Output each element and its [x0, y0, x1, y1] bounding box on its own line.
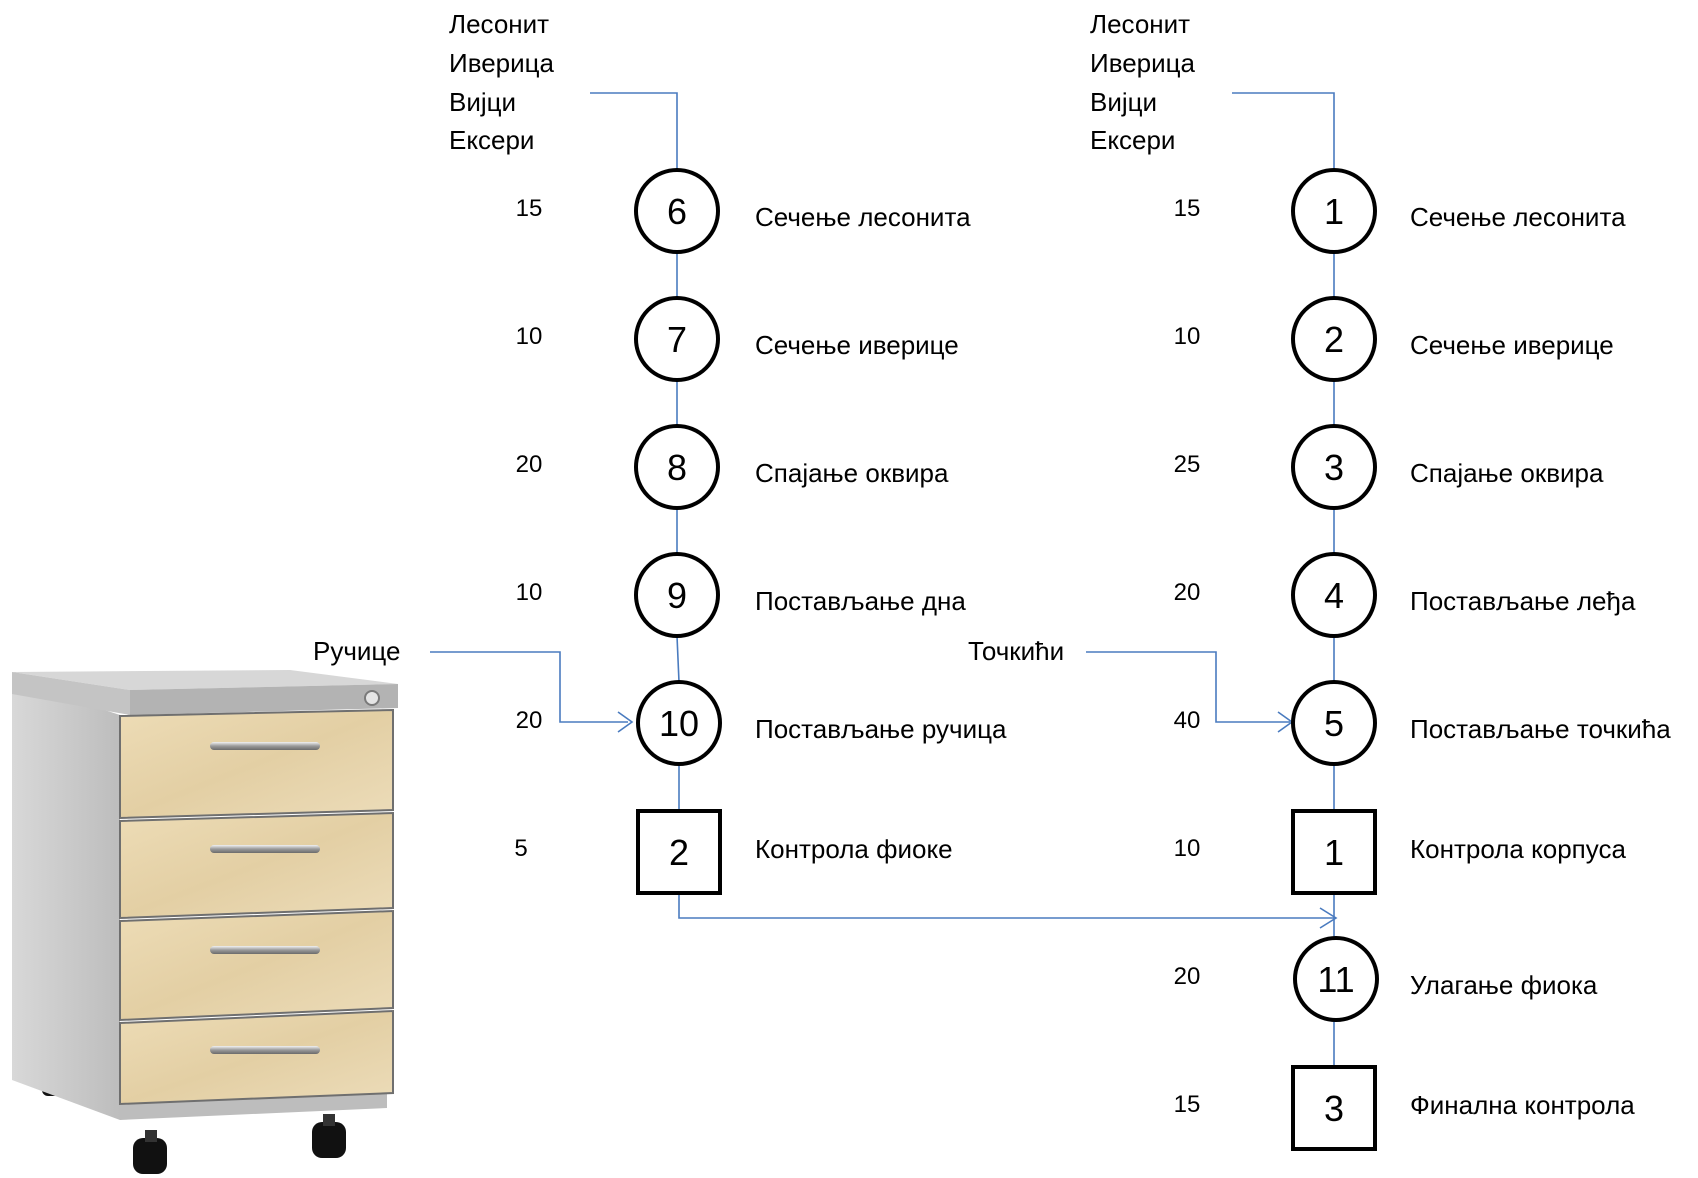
step-time: 40 — [1174, 707, 1201, 734]
flow-connector — [676, 635, 680, 683]
step-time: 20 — [1174, 963, 1201, 990]
step-number: 4 — [1324, 575, 1344, 616]
merge-connector — [678, 892, 1334, 919]
inspection-step: 1 10 Контрола корпуса — [1174, 809, 1626, 895]
step-time: 25 — [1174, 451, 1201, 478]
process-step: 1 15 Сечење лесонита — [1174, 168, 1626, 254]
step-time: 20 — [516, 451, 543, 478]
wheel-icon — [312, 1114, 346, 1158]
input-material: Иверица — [1090, 48, 1196, 78]
step-number: 5 — [1324, 703, 1344, 744]
input-material: Ексери — [1090, 125, 1175, 155]
cabinet-drawer — [119, 811, 394, 920]
lock-icon — [364, 690, 380, 706]
step-time: 20 — [1174, 579, 1201, 606]
input-connector — [590, 92, 678, 170]
step-number: 3 — [1324, 1088, 1344, 1129]
step-label: Спајање оквира — [755, 458, 949, 488]
step-number: 7 — [667, 319, 687, 360]
process-step: 5 40 Постављање точкића — [1174, 680, 1671, 766]
step-label: Спајање оквира — [1410, 458, 1604, 488]
step-number: 2 — [669, 832, 689, 873]
step-label: Сечење лесонита — [1410, 202, 1626, 232]
right-input-materials: Лесонит Иверица Вијци Ексери — [1090, 9, 1196, 155]
input-material: Лесонит — [449, 9, 549, 39]
step-time: 10 — [1174, 835, 1201, 862]
inspection-step: 2 5 Контрола фиоке — [514, 809, 953, 895]
input-material: Вијци — [449, 87, 516, 117]
process-step: 6 15 Сечење лесонита — [516, 168, 971, 254]
step-number: 8 — [667, 447, 687, 488]
step-label: Постављање леђа — [1410, 586, 1636, 616]
cabinet-drawer — [119, 708, 394, 820]
process-step: 3 25 Спајање оквира — [1174, 424, 1604, 510]
step-label: Постављање точкића — [1410, 714, 1671, 744]
step-number: 11 — [1317, 959, 1354, 1000]
side-input-label: Ручице — [313, 636, 400, 666]
step-time: 10 — [1174, 323, 1201, 350]
step-label: Финална контрола — [1410, 1090, 1635, 1120]
step-number: 9 — [667, 575, 687, 616]
process-step: 2 10 Сечење иверице — [1174, 296, 1614, 382]
step-number: 1 — [1324, 832, 1344, 873]
side-input-connector — [430, 651, 628, 723]
process-step: 9 10 Постављање дна — [516, 552, 966, 638]
left-input-materials: Лесонит Иверица Вијци Ексери — [449, 9, 555, 155]
step-time: 15 — [1174, 195, 1201, 222]
step-time: 5 — [514, 835, 527, 862]
cabinet-drawer — [119, 909, 394, 1022]
step-time: 20 — [516, 707, 543, 734]
process-step: 7 10 Сечење иверице — [516, 296, 959, 382]
step-number: 10 — [659, 703, 699, 744]
cabinet-drawer — [119, 1009, 394, 1106]
step-number: 2 — [1324, 319, 1344, 360]
inspection-step: 3 15 Финална контрола — [1174, 1065, 1635, 1151]
step-label: Постављање дна — [755, 586, 966, 616]
arrow-head — [617, 711, 634, 733]
step-label: Контрола фиоке — [755, 834, 953, 864]
wheel-icon — [133, 1130, 167, 1174]
process-step: 11 20 Улагање фиока — [1174, 936, 1598, 1022]
left-process-chain: Лесонит Иверица Вијци Ексери Ручице 6 15… — [313, 9, 1338, 929]
right-process-chain: Лесонит Иверица Вијци Ексери Точкићи 1 1… — [968, 9, 1671, 1151]
step-number: 6 — [667, 191, 687, 232]
step-label: Постављање ручица — [755, 714, 1007, 744]
step-number: 1 — [1324, 191, 1344, 232]
step-label: Сечење лесонита — [755, 202, 971, 232]
arrow-head — [1319, 907, 1338, 929]
input-material: Вијци — [1090, 87, 1157, 117]
step-time: 15 — [516, 195, 543, 222]
step-label: Сечење иверице — [1410, 330, 1614, 360]
side-input-label: Точкићи — [968, 636, 1064, 666]
step-time: 15 — [1174, 1091, 1201, 1118]
step-time: 10 — [516, 579, 543, 606]
input-material: Ексери — [449, 125, 534, 155]
process-step: 8 20 Спајање оквира — [516, 424, 949, 510]
process-step: 4 20 Постављање леђа — [1174, 552, 1636, 638]
input-material: Лесонит — [1090, 9, 1190, 39]
drawer-cabinet-illustration — [12, 670, 398, 1174]
step-time: 10 — [516, 323, 543, 350]
step-number: 3 — [1324, 447, 1344, 488]
input-connector — [1232, 92, 1335, 170]
step-label: Улагање фиока — [1410, 970, 1598, 1000]
input-material: Иверица — [449, 48, 555, 78]
step-label: Контрола корпуса — [1410, 834, 1626, 864]
side-input-connector — [1086, 651, 1290, 723]
step-label: Сечење иверице — [755, 330, 959, 360]
process-step: 10 20 Постављање ручица — [516, 680, 1007, 766]
